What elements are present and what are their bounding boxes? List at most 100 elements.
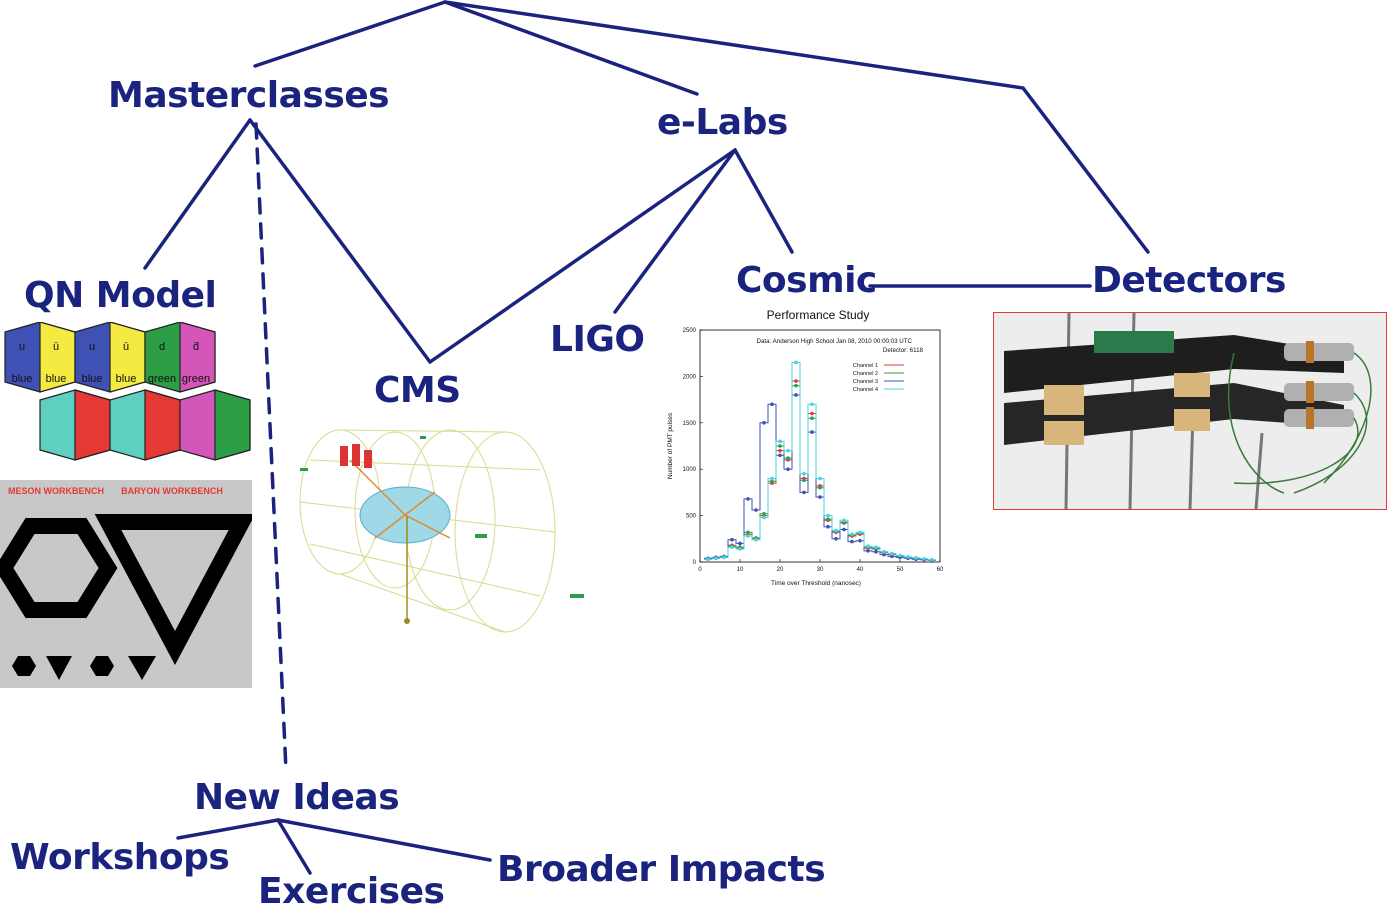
stand-rod bbox=[1254, 432, 1264, 509]
pmt-tube bbox=[1284, 343, 1354, 361]
chart-point bbox=[810, 411, 814, 416]
qn-model-hexagon-tiles: u blue ū blue u blue ū blue d green d̄ g… bbox=[0, 322, 252, 472]
chart-subtitle: Data: Anderson High School Jan 08, 2010 … bbox=[757, 338, 913, 345]
cms-track bbox=[404, 514, 451, 539]
chart-point bbox=[842, 527, 846, 532]
chart-point bbox=[786, 456, 790, 460]
chart-point bbox=[762, 515, 766, 520]
chart-series-line bbox=[704, 362, 936, 561]
chart-legend-label: Channel 4 bbox=[853, 387, 878, 393]
chart-title: Performance Study bbox=[767, 308, 870, 322]
small-hexagon-icon bbox=[90, 656, 114, 676]
chart-series-line bbox=[704, 380, 936, 561]
connector-root-detectors bbox=[443, 0, 1150, 254]
chart-point bbox=[746, 530, 750, 535]
chart-point bbox=[714, 556, 718, 561]
chart-y-tick-label: 1000 bbox=[683, 467, 697, 473]
connector-newideas-workshops bbox=[176, 818, 280, 840]
chart-point bbox=[794, 393, 798, 397]
node-cms: CMS bbox=[374, 370, 461, 411]
cms-calo-tower bbox=[340, 446, 348, 466]
hex-tile-color-label: blue bbox=[12, 373, 33, 385]
node-exercises: Exercises bbox=[258, 871, 445, 912]
node-workshops: Workshops bbox=[10, 837, 230, 878]
cms-barrel-outer bbox=[454, 431, 556, 633]
cms-vertex bbox=[404, 618, 410, 624]
chart-point bbox=[914, 556, 918, 560]
pmt-tube bbox=[1284, 383, 1354, 401]
meson-workbench-title: MESON WORKBENCH bbox=[8, 486, 104, 496]
cms-barrel-bottom-edge bbox=[339, 573, 506, 633]
tape-patch bbox=[1174, 409, 1210, 431]
hex-tile-color-label: blue bbox=[116, 373, 137, 385]
chart-point bbox=[890, 551, 894, 556]
chart-point bbox=[778, 448, 782, 453]
connector-root-masterclasses bbox=[253, 0, 447, 68]
tape-patch bbox=[1044, 385, 1084, 415]
chart-point bbox=[882, 552, 886, 557]
cms-muon-hit bbox=[475, 534, 487, 538]
chart-point bbox=[850, 532, 854, 536]
small-triangle-icon bbox=[46, 656, 72, 680]
signal-cable bbox=[1227, 352, 1285, 494]
chart-x-axis-label: Time over Threshold (nanosec) bbox=[771, 580, 861, 587]
chart-point bbox=[866, 544, 870, 549]
chart-point bbox=[930, 557, 934, 562]
node-qn-model: QN Model bbox=[24, 275, 217, 316]
node-cosmic: Cosmic bbox=[736, 260, 877, 301]
small-hexagon-icon bbox=[12, 656, 36, 676]
chart-point bbox=[778, 453, 782, 458]
chart-x-tick-label: 0 bbox=[698, 567, 702, 573]
meson-baryon-workbench: MESON WORKBENCH BARYON WORKBENCH bbox=[0, 480, 252, 688]
chart-point bbox=[722, 555, 726, 560]
hex-tile bbox=[179, 322, 216, 393]
chart-point bbox=[738, 541, 742, 546]
node-ligo: LIGO bbox=[550, 319, 645, 360]
chart-point bbox=[874, 549, 878, 554]
pmt-ring bbox=[1306, 341, 1314, 363]
chart-x-tick-label: 60 bbox=[937, 567, 944, 573]
signal-cable bbox=[1233, 417, 1359, 485]
hex-tile-color-label: blue bbox=[82, 373, 103, 385]
cms-calo-tower bbox=[352, 444, 360, 466]
chart-legend-label: Channel 2 bbox=[853, 371, 878, 377]
hex-tile bbox=[74, 389, 111, 461]
signal-cable bbox=[1323, 352, 1372, 484]
hex-tile-quark-label: u bbox=[89, 341, 95, 353]
meson-hexagon-outline bbox=[0, 518, 118, 618]
chart-point bbox=[802, 472, 806, 476]
chart-point bbox=[762, 511, 766, 516]
hex-tile-quark-label: d bbox=[159, 341, 165, 353]
connector-masterclasses-newideas bbox=[254, 122, 288, 772]
chart-point bbox=[778, 444, 782, 448]
chart-point bbox=[922, 556, 926, 561]
chart-point bbox=[842, 518, 846, 523]
chart-point bbox=[906, 555, 910, 559]
cms-muon-hit bbox=[420, 436, 426, 439]
chart-x-tick-label: 50 bbox=[897, 567, 904, 573]
pmt-ring bbox=[1306, 381, 1314, 403]
pmt-ring bbox=[1306, 407, 1314, 429]
connector-elabs-ligo bbox=[613, 148, 737, 314]
chart-point bbox=[858, 530, 862, 535]
chart-point bbox=[834, 528, 838, 533]
chart-detector-label: Detector: 6118 bbox=[883, 347, 924, 354]
chart-series-line bbox=[704, 385, 936, 561]
chart-point bbox=[818, 485, 822, 490]
chart-point bbox=[746, 497, 750, 501]
chart-point bbox=[770, 476, 774, 481]
connector-elabs-cosmic bbox=[733, 148, 794, 254]
chart-point bbox=[802, 490, 806, 495]
connector-masterclasses-qnmodel bbox=[143, 118, 252, 270]
cosmic-performance-chart: Performance Study Data: Anderson High Sc… bbox=[660, 305, 950, 590]
chart-point bbox=[866, 549, 870, 553]
cms-barrel-grid bbox=[309, 543, 541, 597]
connector-elabs-cms bbox=[428, 148, 737, 364]
chart-y-tick-label: 2500 bbox=[683, 328, 697, 334]
hex-tile-quark-label: d̄ bbox=[193, 341, 199, 353]
hex-tile-quark-label: ū bbox=[123, 341, 129, 353]
cms-track bbox=[374, 514, 406, 539]
chart-point bbox=[818, 476, 822, 481]
hex-tile-quark-label: ū bbox=[53, 341, 59, 353]
